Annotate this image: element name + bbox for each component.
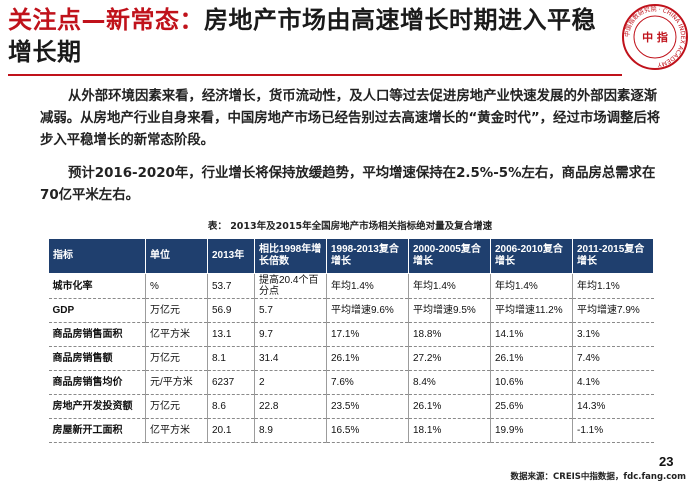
- table-cell: 26.1%: [408, 394, 491, 419]
- paragraph-1: 从外部环境因素来看，经济增长，货币流动性，及人口等过去促进房地产业快速发展的外部…: [40, 89, 661, 148]
- table-cell: 56.9: [207, 298, 255, 323]
- table-cell: 年均1.4%: [408, 273, 491, 299]
- table-cell: 平均增速7.9%: [572, 298, 654, 323]
- table-cell: 18.8%: [408, 322, 491, 347]
- table-row: GDP 万亿元 56.9 5.7 平均增速9.6% 平均增速9.5% 平均增速11.2% 平均…: [48, 298, 654, 323]
- header-cell: 2006-2010复合增长: [490, 238, 573, 274]
- table-cell: 亿平方米: [145, 322, 208, 347]
- table-row: 城市化率% 53.7 提高20.4个百分点 年均1.4% 年均1.4% 年均1.4% 年均1…: [48, 273, 654, 299]
- table-cell: 2: [254, 370, 327, 395]
- table-cell: 平均增速9.6%: [326, 298, 409, 323]
- table-cell: 8.1: [207, 346, 255, 371]
- table-row: 房地产开发投资额 万亿元 8.6 22.8 23.5% 26.1% 25.6% 14.3%: [48, 394, 654, 419]
- page-number: 23: [659, 454, 674, 469]
- table-cell: 25.6%: [490, 394, 573, 419]
- header-cell: 单位: [145, 238, 208, 274]
- header-cell: 指标: [48, 238, 146, 274]
- china-index-academy-logo: 中国指数研究院 · CHINA INDEX ACADEMY 中 指: [622, 4, 688, 70]
- table-row: 商品房销售均价 元/平方米 6237 2 7.6% 8.4% 10.6% 4.1%: [48, 370, 654, 395]
- table-cell: 8.6: [207, 394, 255, 419]
- table-cell: %: [145, 273, 208, 299]
- table-cell: 20.1: [207, 418, 255, 443]
- table-cell: 23.5%: [326, 394, 409, 419]
- title-rest: 房地产市场由高速增长时期进入平稳增长期: [8, 6, 596, 66]
- table-cell: 年均1.1%: [572, 273, 654, 299]
- table-cell: 9.7: [254, 322, 327, 347]
- header-cell: 2000-2005复合增长: [408, 238, 491, 274]
- table-cell: 7.6%: [326, 370, 409, 395]
- table-cell: 13.1: [207, 322, 255, 347]
- table-cell: 7.4%: [572, 346, 654, 371]
- table-cell: 8.9: [254, 418, 327, 443]
- table-cell: 3.1%: [572, 322, 654, 347]
- table-cell: 26.1%: [326, 346, 409, 371]
- table-cell: 亿平方米: [145, 418, 208, 443]
- header-cell: 2013年: [207, 238, 255, 274]
- indicator-name-cell: 城市化率: [48, 273, 146, 299]
- table-cell: 6237: [207, 370, 255, 395]
- table-cell: 53.7: [207, 273, 255, 299]
- indicator-name-cell: 商品房销售额: [48, 346, 146, 371]
- table-cell: 8.4%: [408, 370, 491, 395]
- table-cell: 万亿元: [145, 298, 208, 323]
- table-cell: 平均增速9.5%: [408, 298, 491, 323]
- indicator-name-cell: 房屋新开工面积: [48, 418, 146, 443]
- table-cell: 万亿元: [145, 394, 208, 419]
- table-cell: 年均1.4%: [490, 273, 573, 299]
- table-cell: 5.7: [254, 298, 327, 323]
- table-header-row: 指标 单位 2013年 相比1998年增长倍数 1998-2013复合增长 20…: [48, 238, 654, 274]
- table-cell: 27.2%: [408, 346, 491, 371]
- table-cell: 22.8: [254, 394, 327, 419]
- title-prefix: 关注点—新常态：: [8, 6, 204, 34]
- indicator-table: 指标 单位 2013年 相比1998年增长倍数 1998-2013复合增长 20…: [48, 238, 654, 443]
- indicator-name-cell: 商品房销售均价: [48, 370, 146, 395]
- table-cell: 14.1%: [490, 322, 573, 347]
- table-cell: 17.1%: [326, 322, 409, 347]
- table-cell: 19.9%: [490, 418, 573, 443]
- title-divider: [8, 74, 622, 76]
- slide-title: 关注点—新常态：房地产市场由高速增长时期进入平稳增长期: [8, 4, 608, 68]
- table-cell: 万亿元: [145, 346, 208, 371]
- header-cell: 2011-2015复合增长: [572, 238, 654, 274]
- table-cell: 18.1%: [408, 418, 491, 443]
- table-caption: 表： 2013年及2015年全国房地产市场相关指标绝对量及复合增速: [207, 221, 493, 232]
- header-cell: 1998-2013复合增长: [326, 238, 409, 274]
- indicator-name-cell: 房地产开发投资额: [48, 394, 146, 419]
- table-row: 商品房销售面积 亿平方米 13.1 9.7 17.1% 18.8% 14.1% 3.1%: [48, 322, 654, 347]
- paragraph-2: 预计2016-2020年，行业增长将保持放缓趋势，平均增速保持在2.5%-5%左…: [40, 166, 656, 203]
- svg-text:中 指: 中 指: [642, 30, 668, 44]
- data-source: 数据来源：CREIS中指数据，fdc.fang.com: [510, 472, 686, 482]
- table-cell: 14.3%: [572, 394, 654, 419]
- table-cell: 元/平方米: [145, 370, 208, 395]
- table-cell: 提高20.4个百分点: [254, 273, 327, 299]
- table-cell: -1.1%: [572, 418, 654, 443]
- table-cell: 16.5%: [326, 418, 409, 443]
- table-cell: 31.4: [254, 346, 327, 371]
- table-cell: 年均1.4%: [326, 273, 409, 299]
- table-cell: 26.1%: [490, 346, 573, 371]
- table-row: 商品房销售额 万亿元 8.1 31.4 26.1% 27.2% 26.1% 7.4%: [48, 346, 654, 371]
- indicator-name-cell: GDP: [48, 298, 146, 323]
- header-cell: 相比1998年增长倍数: [254, 238, 327, 274]
- table-cell: 平均增速11.2%: [490, 298, 573, 323]
- table-row: 房屋新开工面积 亿平方米 20.1 8.9 16.5% 18.1% 19.9% -1.1%: [48, 418, 654, 443]
- indicator-name-cell: 商品房销售面积: [48, 322, 146, 347]
- table-cell: 4.1%: [572, 370, 654, 395]
- table-cell: 10.6%: [490, 370, 573, 395]
